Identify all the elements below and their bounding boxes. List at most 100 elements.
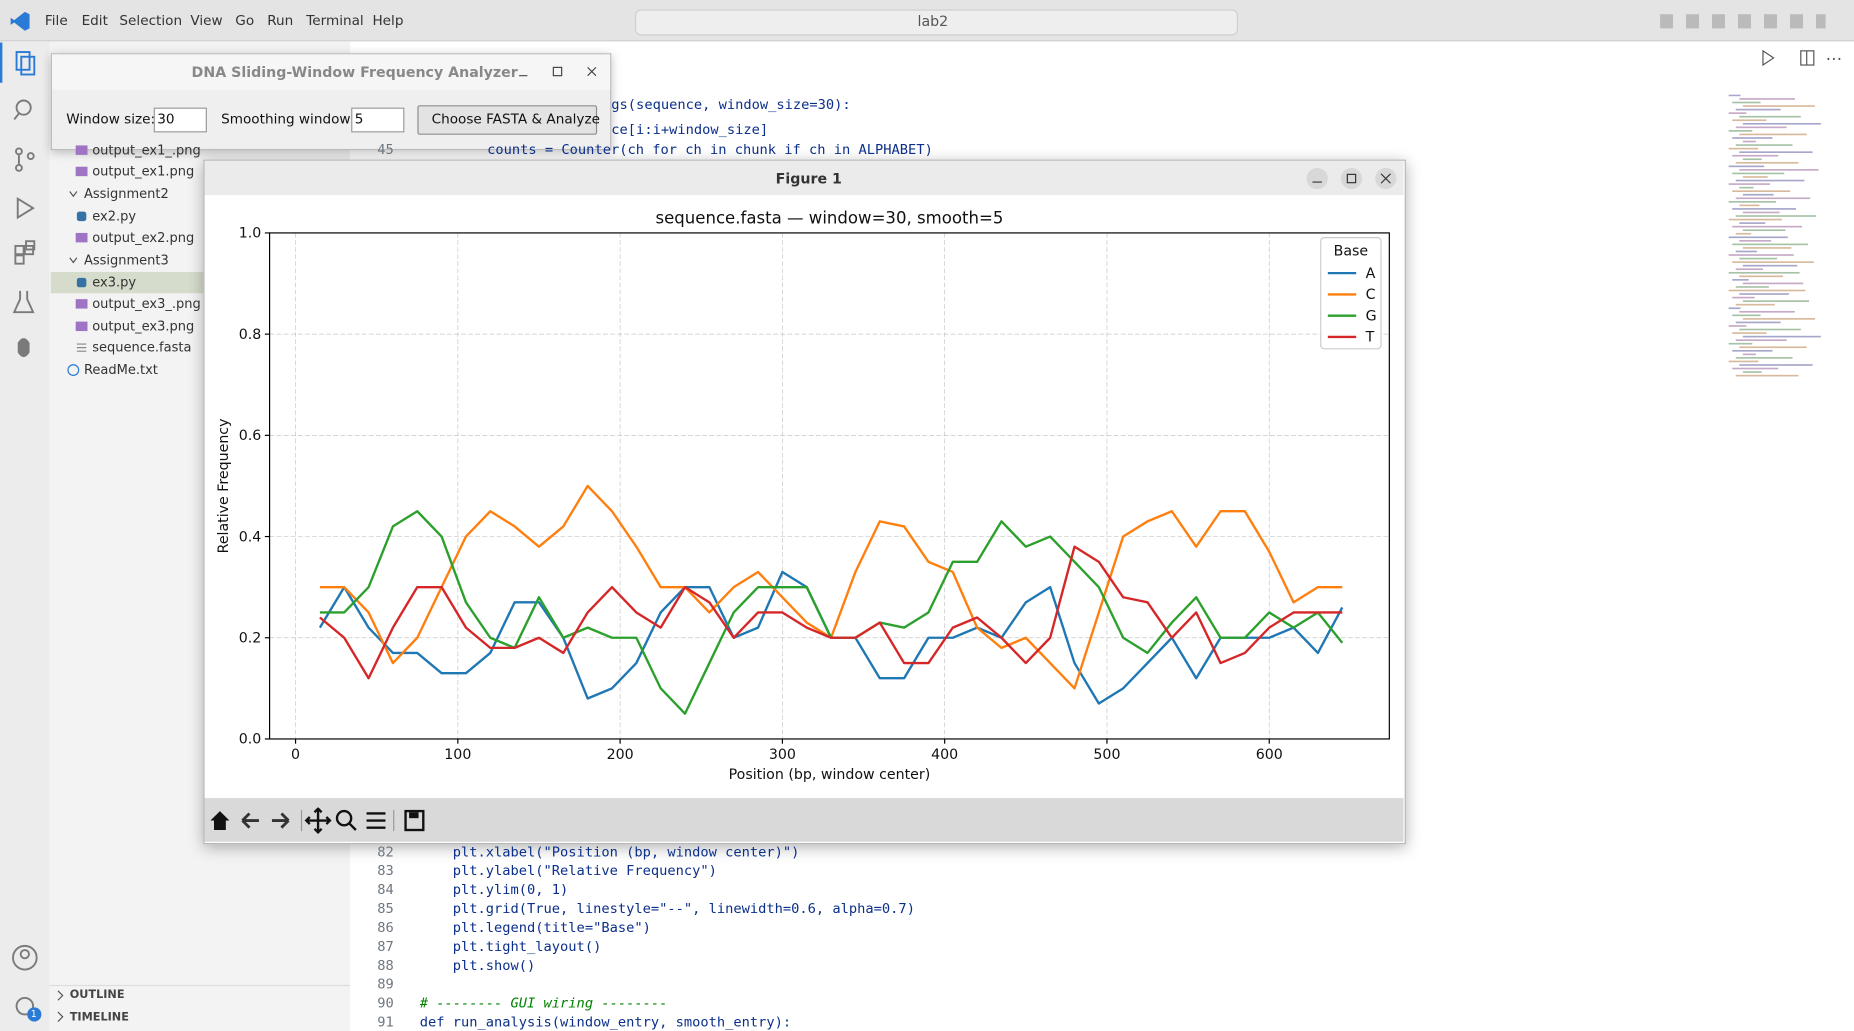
analyze-button-label[interactable]: Choose FASTA & Analyze <box>431 110 600 127</box>
line-number: 83 <box>377 862 394 879</box>
file-icon <box>76 343 87 352</box>
minimap-line <box>1742 371 1762 373</box>
explorer-item[interactable]: sequence.fasta <box>92 339 192 356</box>
layout-controls[interactable] <box>1660 14 1826 29</box>
file-icon <box>76 211 87 222</box>
minimap-line <box>1728 200 1776 203</box>
minimap-line <box>1739 115 1801 118</box>
search-box[interactable] <box>634 9 1238 36</box>
menu-item[interactable]: Help <box>372 12 404 29</box>
code-line: gs(sequence, window_size=30): <box>611 96 851 113</box>
legend-label: T <box>1365 330 1375 346</box>
minimap-line <box>1735 286 1769 288</box>
y-tick-label: 1.0 <box>239 226 262 242</box>
minimap <box>1728 94 1821 377</box>
figure-controls[interactable] <box>1303 164 1398 192</box>
badge: 1 <box>30 1008 37 1020</box>
axes-frame <box>268 232 1390 740</box>
explorer-item[interactable]: Assignment3 <box>83 252 169 268</box>
minimap-line <box>1735 126 1787 129</box>
code-line: plt.grid(True, linestyle="--", linewidth… <box>419 900 915 917</box>
code-line: plt.ylim(0, 1) <box>419 881 569 898</box>
menu-item[interactable]: Go <box>235 12 255 29</box>
file-icon <box>69 191 78 198</box>
panel-chevrons <box>57 990 64 1022</box>
menu-item[interactable]: Terminal <box>306 12 364 29</box>
code-line: plt.ylabel("Relative Frequency") <box>419 862 717 879</box>
smoothing-input[interactable] <box>351 107 405 133</box>
x-tick-label: 600 <box>1256 747 1283 763</box>
y-tick-label: 0.8 <box>239 327 262 343</box>
menu-item[interactable]: Run <box>267 12 294 29</box>
line-number: 82 <box>377 843 394 860</box>
explorer-item[interactable]: ex3.py <box>92 274 137 291</box>
minimap-line <box>1735 374 1799 377</box>
minimap-line <box>1735 357 1793 359</box>
legend-title: Base <box>1334 243 1369 259</box>
minimap-line <box>1739 257 1778 260</box>
menu-item[interactable]: File <box>44 12 68 29</box>
menu-item[interactable]: Edit <box>81 12 108 29</box>
minimap-line <box>1742 229 1786 232</box>
explorer-item[interactable]: output_ex3_.png <box>92 296 201 312</box>
toolbar-buttons[interactable] <box>208 807 433 836</box>
minimap-line <box>1732 190 1791 193</box>
x-tick-label: 300 <box>769 747 796 763</box>
minimap-line <box>1735 197 1811 200</box>
x-tick-label: 200 <box>607 747 634 763</box>
legend-label: C <box>1366 287 1376 303</box>
explorer-item[interactable]: output_ex1.png <box>92 163 195 180</box>
series-line <box>319 510 1344 715</box>
line-number: 85 <box>377 900 394 917</box>
minimap-line <box>1742 122 1821 125</box>
minimap-line <box>1728 289 1806 292</box>
figure-window <box>203 159 1406 845</box>
x-tick-label: 400 <box>931 747 958 763</box>
activity-icons[interactable] <box>9 47 42 378</box>
legend-label: G <box>1366 308 1377 324</box>
explorer-item[interactable]: Assignment2 <box>83 186 169 202</box>
minimap-line <box>1742 247 1792 249</box>
minimap-line <box>1742 176 1768 178</box>
explorer-item[interactable]: output_ex1_.png <box>92 142 201 158</box>
code-line: # -------- GUI wiring -------- <box>419 994 668 1012</box>
minimap-line <box>1739 186 1754 189</box>
menu-item[interactable]: Selection <box>119 12 183 29</box>
line-number: 88 <box>377 956 394 974</box>
outline-panel[interactable]: OUTLINE <box>69 988 125 1002</box>
minimap-line <box>1739 275 1784 278</box>
minimap-line <box>1728 147 1759 150</box>
dialog-controls[interactable] <box>516 63 601 82</box>
minimap-line <box>1732 332 1767 334</box>
analyze-button[interactable] <box>417 105 598 135</box>
minimap-line <box>1732 367 1779 370</box>
minimap-line <box>1739 293 1789 295</box>
editor-actions[interactable]: ⋯ <box>1759 47 1842 68</box>
timeline-panel[interactable]: TIMELINE <box>69 1011 129 1025</box>
minimap-line <box>1742 353 1756 356</box>
minimap-line <box>1735 268 1763 271</box>
explorer-item[interactable]: output_ex2.png <box>92 229 195 246</box>
menu-item[interactable]: View <box>190 12 223 29</box>
code-line: def run_analysis(window_entry, smooth_en… <box>419 1013 792 1031</box>
explorer-item[interactable]: ex2.py <box>92 208 137 225</box>
line-number: 84 <box>377 881 394 898</box>
window-size-input[interactable] <box>153 107 207 133</box>
account-settings[interactable] <box>9 944 42 1027</box>
minimap-line <box>1728 236 1788 239</box>
nav-back[interactable] <box>582 13 596 15</box>
code-line: plt.show() <box>419 956 536 974</box>
code-line: plt.tight_layout() <box>419 937 602 955</box>
explorer-item[interactable]: ReadMe.txt <box>83 362 158 378</box>
minimap-line <box>1735 108 1781 111</box>
minimap-line <box>1728 307 1741 310</box>
minimap-line <box>1739 328 1801 331</box>
minimap-line <box>1735 161 1799 164</box>
x-tick-label: 0 <box>291 747 300 763</box>
explorer-item[interactable]: output_ex3.png <box>92 318 195 335</box>
minimap-line <box>1732 243 1808 246</box>
activity-bar <box>0 41 50 1031</box>
minimap-line <box>1739 346 1807 349</box>
file-icon <box>76 277 87 288</box>
